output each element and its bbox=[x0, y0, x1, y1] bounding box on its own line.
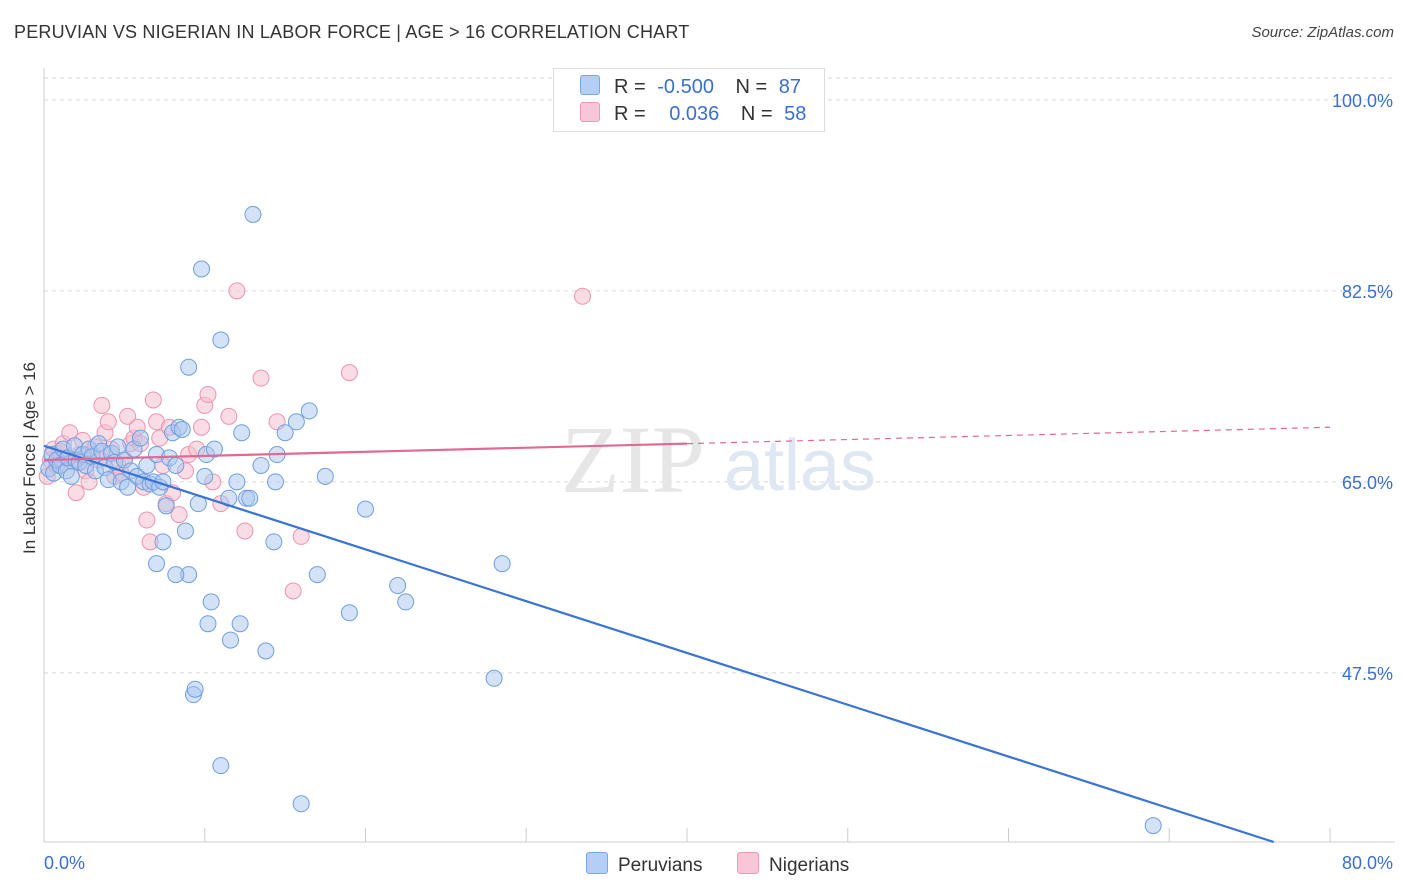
n-label: N = bbox=[735, 76, 768, 98]
nigerian-point bbox=[193, 418, 211, 436]
peruvian-point bbox=[485, 669, 503, 687]
nigerian-point bbox=[93, 396, 111, 414]
nigerian-point bbox=[340, 364, 358, 382]
peruvian-point bbox=[221, 631, 239, 649]
legend-row-nigerians: R = 0.036 N = 58 bbox=[580, 102, 806, 126]
peruvian-point bbox=[193, 260, 211, 278]
peruvian-point bbox=[176, 522, 194, 540]
nigerian-point bbox=[170, 506, 188, 524]
nigerian-swatch bbox=[580, 102, 600, 122]
nigerian-point bbox=[99, 413, 117, 431]
chart-title: PERUVIAN VS NIGERIAN IN LABOR FORCE | AG… bbox=[14, 22, 690, 42]
nigerian-point bbox=[67, 484, 85, 502]
peruvian-point bbox=[252, 456, 270, 474]
peruvian-point bbox=[231, 615, 249, 633]
peruvian-point bbox=[233, 424, 251, 442]
nigerian-point bbox=[199, 386, 217, 404]
peruvian-point bbox=[340, 604, 358, 622]
peruvian-point bbox=[119, 478, 137, 496]
peruvian-point bbox=[316, 467, 334, 485]
legend-item-peruvians[interactable]: Peruvians bbox=[586, 852, 703, 877]
nigerian-point bbox=[284, 582, 302, 600]
peruvian-point bbox=[241, 489, 259, 507]
legend-row-peruvians: R = -0.500 N = 87 bbox=[580, 75, 801, 99]
peruvian-point bbox=[212, 757, 230, 775]
grid-lines bbox=[44, 77, 1395, 674]
peruvian-point bbox=[257, 642, 275, 660]
nigerian-point bbox=[228, 282, 246, 300]
peruvian-legend-swatch bbox=[586, 852, 608, 874]
nigerian-trend-extension bbox=[686, 426, 1331, 445]
peruvian-point bbox=[276, 424, 294, 442]
peruvian-point bbox=[397, 593, 415, 611]
legend-label-peruvians: Peruvians bbox=[618, 855, 703, 876]
peruvian-point bbox=[167, 456, 185, 474]
y-tick-label: 65.0% bbox=[1342, 473, 1393, 493]
r-label: R = bbox=[614, 76, 646, 98]
watermark: ZIP atlas bbox=[561, 406, 876, 513]
peruvian-point bbox=[300, 402, 318, 420]
n-value: 58 bbox=[784, 103, 807, 125]
n-value: 87 bbox=[778, 76, 802, 98]
peruvian-point bbox=[244, 205, 262, 223]
x-tick-label: 80.0% bbox=[1342, 853, 1393, 873]
peruvian-point bbox=[154, 533, 172, 551]
legend-label-nigerians: Nigerians bbox=[769, 855, 850, 876]
peruvian-point bbox=[196, 467, 214, 485]
trend-lines bbox=[43, 426, 1331, 844]
peruvian-point bbox=[131, 429, 149, 447]
peruvian-point bbox=[205, 440, 223, 458]
peruvian-point bbox=[148, 555, 166, 573]
peruvian-point bbox=[167, 566, 185, 584]
nigerian-point bbox=[252, 369, 270, 387]
y-tick-label: 100.0% bbox=[1332, 91, 1393, 111]
r-value: 0.036 bbox=[669, 103, 720, 125]
watermark-zip: ZIP bbox=[561, 406, 705, 513]
peruvian-point bbox=[199, 615, 217, 633]
peruvian-point bbox=[228, 473, 246, 491]
source-label: Source: ZipAtlas.com bbox=[1251, 24, 1394, 41]
nigerian-point bbox=[236, 522, 254, 540]
r-label: R = bbox=[614, 103, 646, 125]
nigerian-trend-line bbox=[43, 442, 688, 462]
peruvian-point bbox=[493, 555, 511, 573]
peruvian-point bbox=[357, 500, 374, 518]
tick-labels: 100.0% 82.5% 65.0% 47.5% 0.0% 80.0% bbox=[44, 91, 1393, 873]
peruvian-point bbox=[308, 566, 326, 584]
y-axis-title: In Labor Force | Age > 16 bbox=[20, 361, 39, 555]
r-value: -0.500 bbox=[657, 76, 714, 98]
peruvian-point bbox=[292, 795, 310, 813]
nigerian-legend-swatch bbox=[737, 852, 759, 874]
peruvian-point bbox=[287, 413, 305, 431]
n-label: N = bbox=[740, 103, 773, 125]
peruvian-point bbox=[157, 497, 175, 515]
peruvian-point bbox=[1144, 817, 1162, 835]
peruvian-point bbox=[266, 473, 284, 491]
peruvian-swatch bbox=[580, 75, 600, 95]
correlation-legend: R = -0.500 N = 87 R = 0.036 N = 58 bbox=[553, 68, 825, 132]
peruvian-point bbox=[202, 593, 220, 611]
peruvian-point bbox=[62, 467, 80, 485]
nigerian-point bbox=[220, 407, 238, 425]
watermark-atlas: atlas bbox=[724, 426, 876, 506]
peruvian-point bbox=[389, 577, 407, 595]
legend-item-nigerians[interactable]: Nigerians bbox=[737, 852, 849, 877]
peruvian-point bbox=[173, 420, 191, 438]
nigerian-point bbox=[144, 391, 162, 409]
nigerian-point bbox=[119, 407, 137, 425]
nigerian-point bbox=[574, 287, 592, 305]
peruvian-trend-line bbox=[43, 444, 1275, 844]
peruvian-point bbox=[186, 680, 204, 698]
x-tick-label: 0.0% bbox=[44, 853, 85, 873]
peruvian-point bbox=[212, 331, 230, 349]
y-tick-label: 82.5% bbox=[1342, 282, 1393, 302]
peruvian-points bbox=[40, 205, 1162, 835]
nigerian-point bbox=[138, 511, 156, 529]
peruvian-point bbox=[265, 533, 283, 551]
y-tick-label: 47.5% bbox=[1342, 664, 1393, 684]
peruvian-point bbox=[180, 358, 198, 376]
